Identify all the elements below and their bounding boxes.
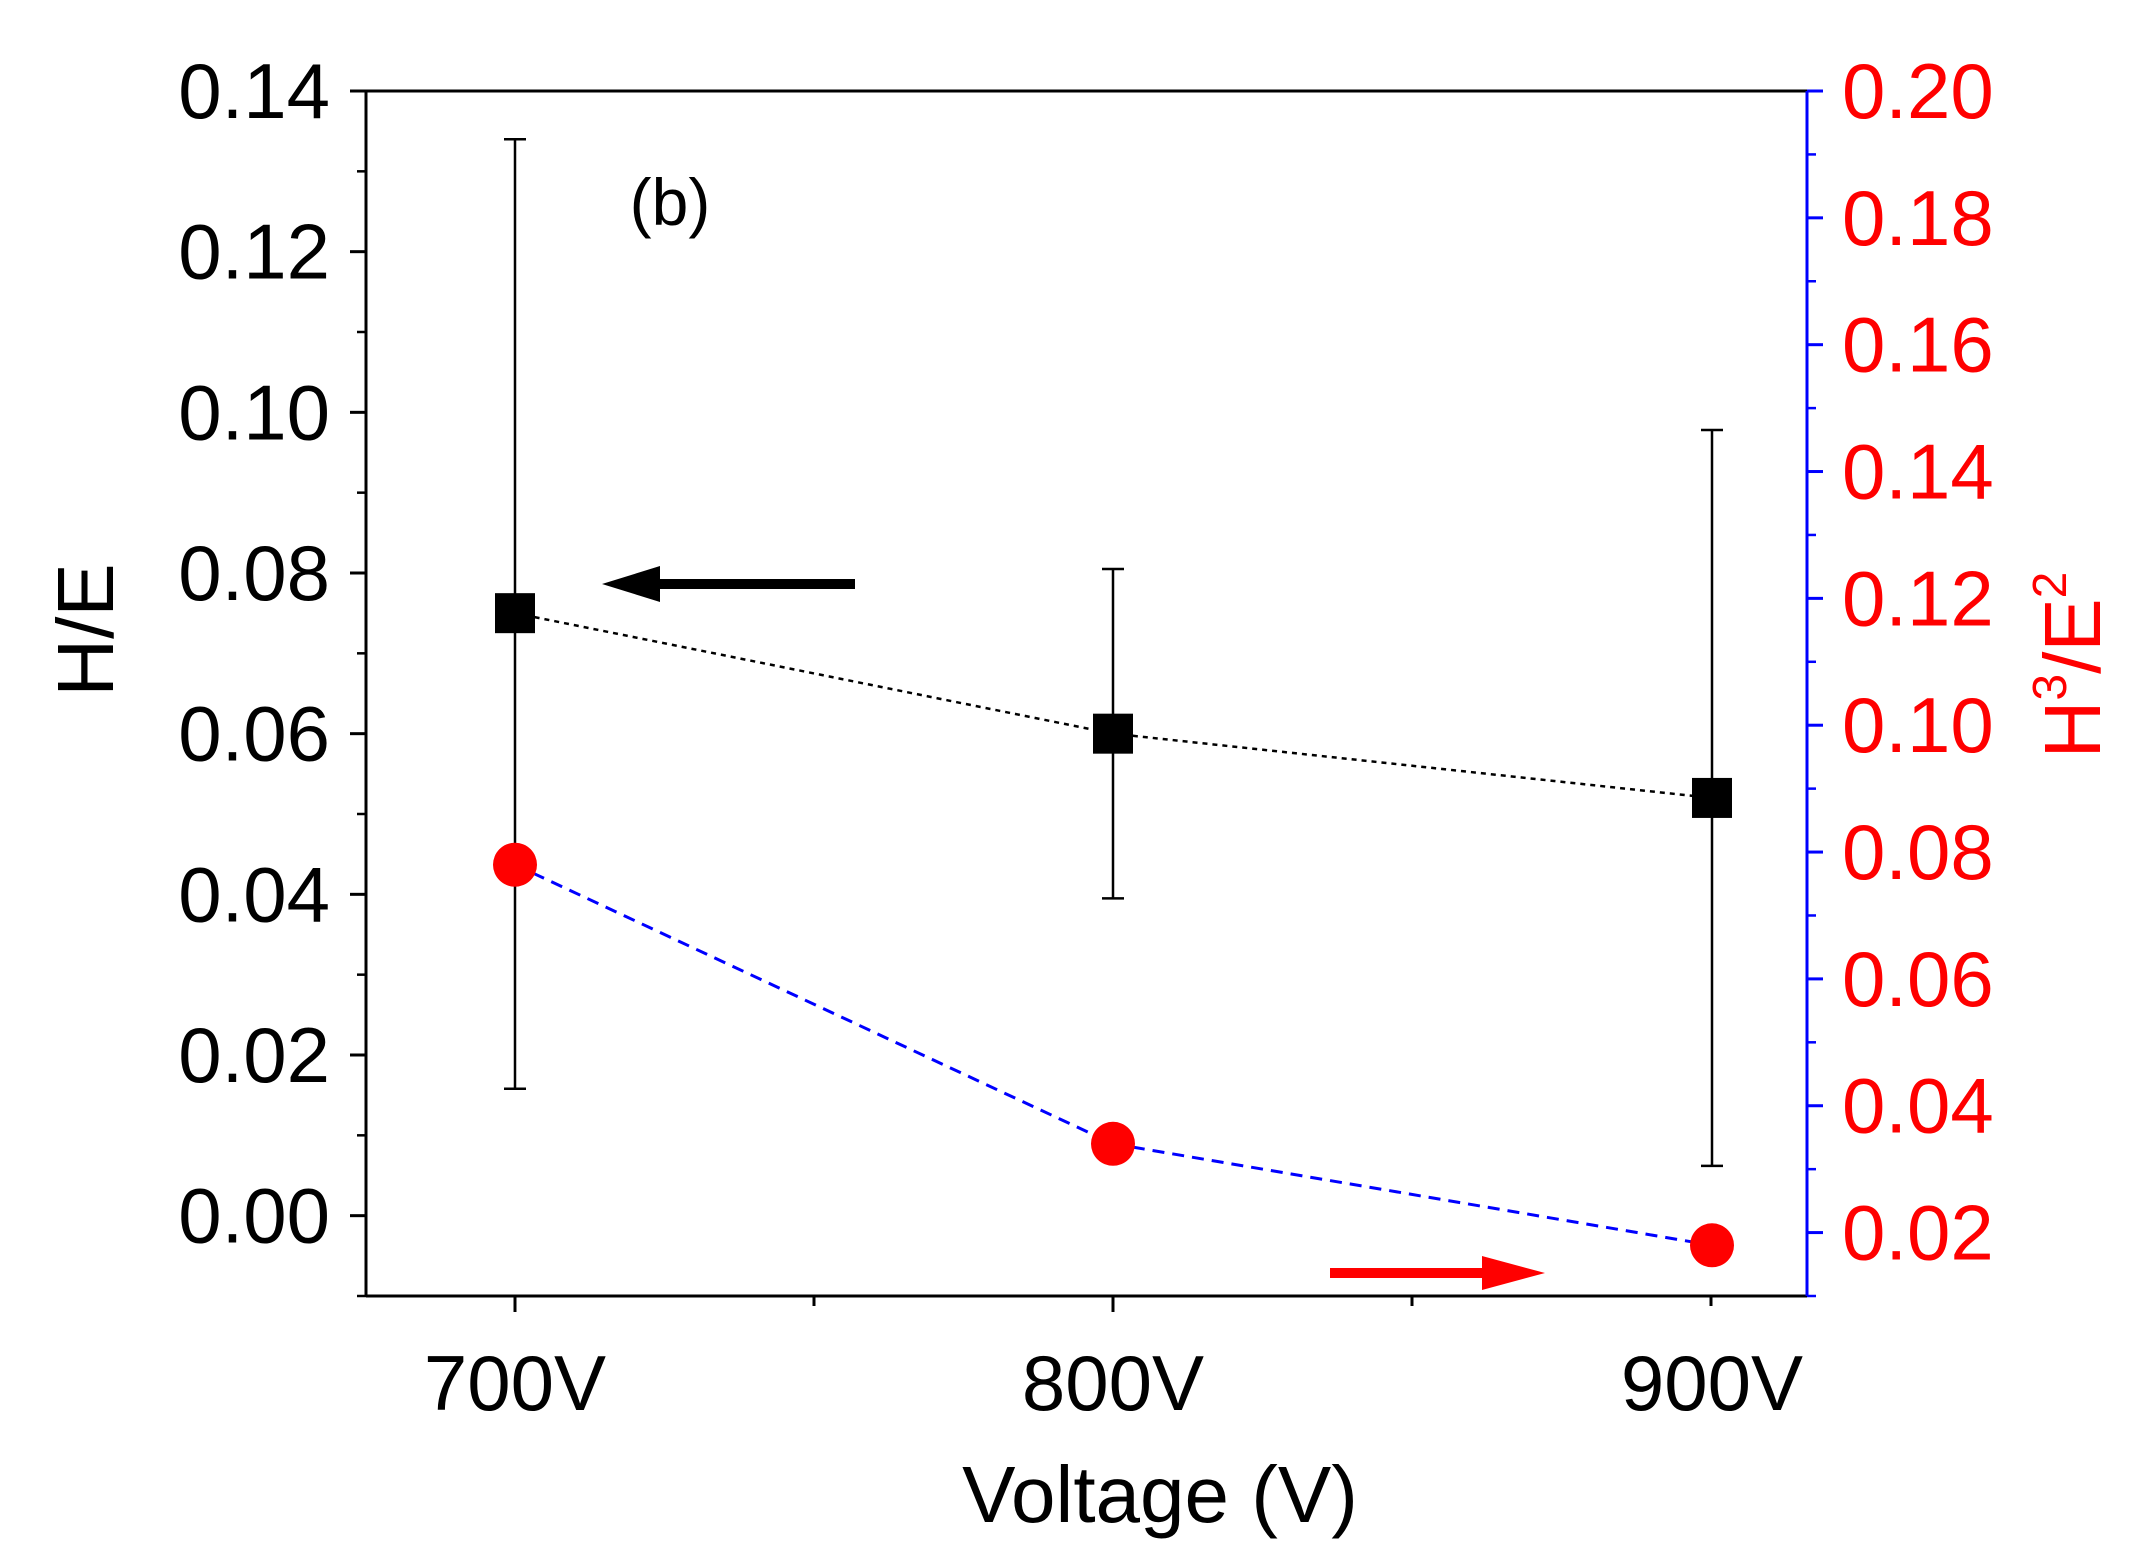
he-point: [1692, 777, 1732, 818]
left-tick-label: 0.02: [178, 1011, 330, 1099]
right-axis-title: H3/E2: [2024, 572, 2117, 759]
left-y-axis: 0.00 0.02 0.04 0.06 0.08 0.10 0.12 0.14: [178, 47, 366, 1298]
plot-frame: [364, 89, 1809, 1298]
left-tick-label: 0.14: [178, 47, 330, 135]
annotations: [602, 566, 1545, 1290]
right-tick-label: 0.12: [1842, 554, 1994, 642]
right-tick-label: 0.10: [1842, 681, 1994, 769]
series-he: [495, 137, 1732, 1168]
left-axis-title: H/E: [41, 563, 130, 696]
h3e2-point: [1091, 1121, 1135, 1166]
left-tick-label: 0.00: [178, 1172, 330, 1260]
h3e2-point: [1690, 1223, 1734, 1268]
he-point: [1093, 713, 1133, 754]
he-point: [495, 593, 535, 634]
right-axis-title-e: /E: [2028, 598, 2117, 674]
right-tick-label: 0.18: [1842, 174, 1994, 262]
left-tick-label: 0.06: [178, 690, 330, 778]
x-tick-label: 800V: [1022, 1339, 1204, 1427]
right-tick-label: 0.16: [1842, 301, 1994, 389]
left-tick-label: 0.12: [178, 208, 330, 296]
left-tick-label: 0.04: [178, 850, 330, 938]
right-axis-title-sup3: 3: [2024, 674, 2077, 701]
series-h3e2: [493, 842, 1734, 1268]
right-tick-label: 0.02: [1842, 1189, 1994, 1277]
right-tick-label: 0.20: [1842, 47, 1994, 135]
right-tick-label: 0.08: [1842, 808, 1994, 896]
x-tick-label: 900V: [1621, 1339, 1803, 1427]
right-tick-label: 0.06: [1842, 935, 1994, 1023]
right-pointing-arrow-head: [1482, 1256, 1545, 1290]
left-pointing-arrow-head: [602, 566, 660, 602]
left-tick-label: 0.10: [178, 368, 330, 456]
x-tick-label: 700V: [424, 1339, 606, 1427]
h3e2-connecting-line: [514, 863, 1713, 1247]
panel-label: (b): [630, 165, 711, 239]
right-axis-title-sup2: 2: [2024, 572, 2077, 599]
left-tick-label: 0.08: [178, 529, 330, 617]
x-axis: 700V 800V 900V: [424, 1296, 1803, 1427]
right-tick-label: 0.04: [1842, 1062, 1994, 1150]
x-axis-title: Voltage (V): [962, 1450, 1358, 1539]
h3e2-point: [493, 842, 537, 887]
right-tick-label: 0.14: [1842, 428, 1994, 516]
right-y-axis: 0.02 0.04 0.06 0.08 0.10 0.12 0.14 0.16 0.18 0.20: [1807, 47, 1994, 1298]
right-axis-title-h: H: [2028, 701, 2117, 759]
